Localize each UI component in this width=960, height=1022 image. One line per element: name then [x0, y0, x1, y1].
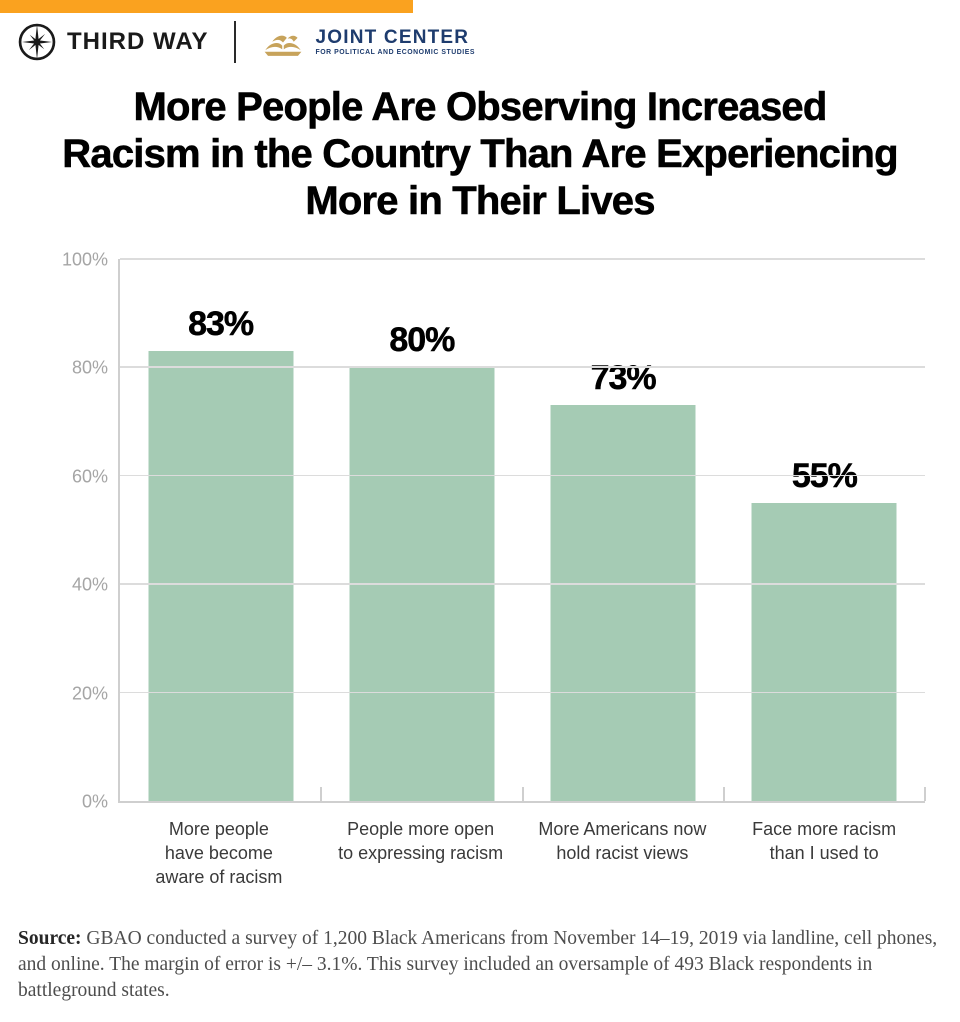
gridline-100 [120, 258, 925, 260]
y-tick-label-0: 0% [81, 791, 108, 812]
category-boundary-tick [722, 787, 725, 801]
bar-slot: 55% [724, 259, 925, 801]
y-tick-label-40: 40% [71, 574, 108, 595]
y-tick-label-60: 60% [71, 466, 108, 487]
source-text: GBAO conducted a survey of 1,200 Black A… [18, 928, 938, 1001]
source-label: Source: [18, 928, 82, 949]
category-boundary-tick [521, 787, 524, 801]
bar-value-label: 83% [188, 305, 255, 344]
bars-container: 83% 80% 73% 55% [120, 259, 925, 801]
accent-top-bar [0, 0, 413, 13]
joint-center-logo: JOINT CENTER FOR POLITICAL AND ECONOMIC … [260, 26, 475, 59]
gridline-20 [120, 691, 925, 694]
x-category-label-line: have become [164, 843, 273, 863]
bar-1 [148, 351, 294, 801]
x-category-label-line: Face more racism [752, 819, 897, 839]
x-category-label-line: aware of racism [155, 867, 283, 887]
chart-title-line-2: Racism in the Country Than Are Experienc… [62, 132, 899, 177]
bar-3 [550, 405, 696, 801]
category-boundary-tick [320, 787, 323, 801]
x-category-label-2: People more open to expressing racism [320, 817, 522, 889]
plot-area: 83% 80% 73% 55% 0% 20% 40% 60% 80% 100% [62, 250, 926, 812]
y-tick-label-80: 80% [71, 357, 108, 378]
x-category-label-4: Face more racism than I used to [723, 817, 925, 889]
third-way-logo: THIRD WAY [18, 23, 208, 61]
chart-title: More People Are Observing Increased Raci… [0, 84, 960, 225]
source-note: Source: GBAO conducted a survey of 1,200… [18, 926, 952, 1004]
joint-center-wordmark: JOINT CENTER FOR POLITICAL AND ECONOMIC … [315, 28, 475, 58]
gridline-60 [120, 474, 925, 477]
bar-value-label: 80% [389, 321, 456, 360]
bar-value-label: 73% [590, 359, 657, 398]
chart-title-line-1: More People Are Observing Increased [133, 85, 827, 130]
x-axis-labels: More people have become aware of racism Peo… [118, 817, 925, 889]
y-tick-label-100: 100% [61, 249, 108, 270]
x-category-label-line: More Americans now [538, 819, 707, 839]
bar-slot: 80% [321, 259, 522, 801]
logo-header: THIRD WAY JOINT CENTER FOR POLITICAL AND… [18, 19, 475, 65]
category-boundary-tick [924, 787, 926, 801]
bar-slot: 83% [120, 259, 321, 801]
x-category-label-3: More Americans now hold racist views [522, 817, 724, 889]
joint-center-name: JOINT CENTER [315, 27, 470, 49]
third-way-wordmark: THIRD WAY [67, 28, 209, 55]
x-category-label-line: to expressing racism [338, 843, 504, 863]
bar-value-label: 55% [791, 456, 859, 496]
bar-slot: 73% [523, 259, 724, 801]
y-tick-label-20: 20% [71, 683, 108, 704]
gridline-40 [120, 583, 925, 585]
logo-divider [234, 21, 237, 63]
x-category-label-line: hold racist views [556, 843, 689, 863]
joint-center-tagline: FOR POLITICAL AND ECONOMIC STUDIES [315, 48, 476, 56]
x-category-label-line: than I used to [769, 843, 879, 863]
x-category-label-line: People more open [347, 819, 495, 839]
compass-star-icon [18, 23, 56, 61]
chart-title-line-3: More in Their Lives [305, 179, 656, 224]
bar-4 [751, 502, 897, 801]
x-category-label-line: More people [168, 819, 269, 839]
open-book-icon [260, 26, 315, 59]
x-category-label-1: More people have become aware of racism [118, 817, 320, 889]
gridline-80 [120, 366, 925, 368]
